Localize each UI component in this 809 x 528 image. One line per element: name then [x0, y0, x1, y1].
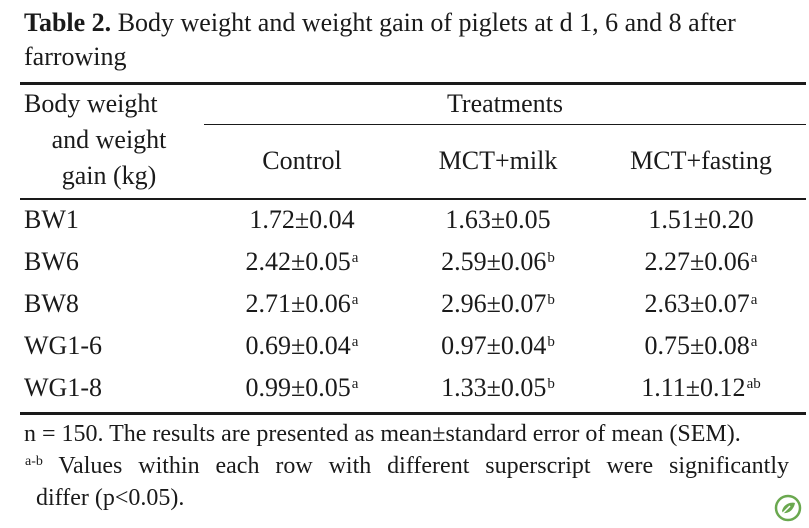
- table-note-1: n = 150. The results are presented as me…: [24, 421, 741, 447]
- table-note-3: differ (p<0.05).: [36, 485, 185, 511]
- table-cell: 2.42±0.05a: [204, 246, 400, 278]
- table-cell: 0.69±0.04a: [204, 330, 400, 362]
- cell-value: 1.51±0.20: [648, 205, 754, 234]
- cell-superscript: b: [547, 292, 555, 308]
- row-label: BW8: [24, 289, 79, 318]
- note-superscript: a-b: [25, 454, 43, 469]
- cell-value: 1.33±0.05: [441, 373, 547, 402]
- table-cell: 2.63±0.07a: [596, 288, 806, 320]
- stub-header-line-1: Body weight: [24, 89, 158, 118]
- cell-superscript: b: [547, 376, 555, 392]
- cell-superscript: a: [351, 250, 359, 266]
- table-cell: 1.63±0.05: [400, 204, 596, 236]
- table-cell: 1.11±0.12ab: [596, 372, 806, 404]
- table-caption: Table 2. Body weight and weight gain of …: [24, 6, 799, 74]
- top-rule: [20, 82, 806, 85]
- cell-superscript: b: [547, 250, 555, 266]
- table-cell: 1.33±0.05b: [400, 372, 596, 404]
- cell-superscript: a: [351, 292, 359, 308]
- table-cell: 0.97±0.04b: [400, 330, 596, 362]
- bottom-rule: [20, 412, 806, 415]
- row-label: WG1-8: [24, 373, 102, 402]
- cell-value: 1.72±0.04: [249, 205, 355, 234]
- cell-superscript: a: [750, 334, 758, 350]
- table-cell: 1.72±0.04: [204, 204, 400, 236]
- cell-value: 1.11±0.12: [641, 373, 746, 402]
- cell-value: 2.27±0.06: [644, 247, 750, 276]
- cell-value: 0.69±0.04: [245, 331, 351, 360]
- leaf-logo-icon: [774, 494, 802, 522]
- note-2-text: Values within each row with different su…: [42, 453, 789, 479]
- column-header-mct-milk: MCT+milk: [438, 146, 558, 175]
- cell-value: 1.63±0.05: [445, 205, 551, 234]
- table-cell: 2.27±0.06a: [596, 246, 806, 278]
- header-rule: [20, 198, 806, 200]
- row-label: WG1-6: [24, 331, 102, 360]
- column-header-mct-fasting: MCT+fasting: [630, 146, 772, 175]
- row-label: BW1: [24, 205, 79, 234]
- cell-value: 2.59±0.06: [441, 247, 547, 276]
- cell-superscript: a: [351, 376, 359, 392]
- table-title: Body weight and weight gain of piglets a…: [24, 8, 736, 71]
- row-label: BW6: [24, 247, 79, 276]
- table-cell: 1.51±0.20: [596, 204, 806, 236]
- cell-superscript: a: [750, 250, 758, 266]
- cell-superscript: a: [351, 334, 359, 350]
- table-cell: 2.71±0.06a: [204, 288, 400, 320]
- stub-header-line-2: and weight: [51, 125, 167, 154]
- cell-value: 0.97±0.04: [441, 331, 547, 360]
- cell-superscript: b: [547, 334, 555, 350]
- group-rule: [204, 124, 806, 125]
- stub-header-line-3: gain (kg): [61, 161, 157, 190]
- cell-superscript: a: [750, 292, 758, 308]
- table-cell: 0.75±0.08a: [596, 330, 806, 362]
- cell-value: 0.99±0.05: [245, 373, 351, 402]
- cell-value: 2.42±0.05: [245, 247, 351, 276]
- column-header-control: Control: [262, 146, 342, 175]
- cell-value: 2.71±0.06: [245, 289, 351, 318]
- cell-value: 0.75±0.08: [644, 331, 750, 360]
- table-note-2: a-b Values within each row with differen…: [24, 450, 789, 482]
- table-label: Table 2.: [24, 8, 112, 37]
- treatments-group-header: Treatments: [446, 89, 564, 118]
- cell-value: 2.63±0.07: [644, 289, 750, 318]
- table-cell: 2.59±0.06b: [400, 246, 596, 278]
- table-cell: 0.99±0.05a: [204, 372, 400, 404]
- table-cell: 2.96±0.07b: [400, 288, 596, 320]
- cell-value: 2.96±0.07: [441, 289, 547, 318]
- cell-superscript: ab: [746, 376, 761, 392]
